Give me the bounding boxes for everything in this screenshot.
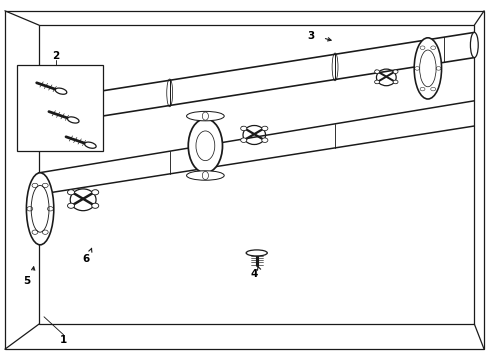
Ellipse shape [261, 126, 267, 131]
Ellipse shape [240, 126, 246, 131]
Ellipse shape [186, 111, 224, 121]
Ellipse shape [240, 138, 246, 143]
Ellipse shape [261, 138, 267, 143]
Ellipse shape [35, 101, 43, 126]
Text: 1: 1 [60, 335, 67, 345]
Ellipse shape [92, 190, 99, 195]
Ellipse shape [55, 88, 67, 94]
Ellipse shape [245, 250, 267, 256]
Ellipse shape [67, 203, 74, 208]
Ellipse shape [374, 80, 379, 84]
Text: 3: 3 [306, 31, 313, 41]
Ellipse shape [186, 171, 224, 180]
Polygon shape [39, 25, 473, 324]
Text: 4: 4 [250, 269, 258, 279]
Ellipse shape [392, 70, 397, 73]
Text: 5: 5 [23, 276, 30, 286]
Ellipse shape [84, 142, 96, 148]
Ellipse shape [469, 32, 477, 58]
Ellipse shape [392, 80, 397, 84]
Ellipse shape [36, 173, 42, 194]
Ellipse shape [67, 190, 74, 195]
Ellipse shape [413, 38, 441, 99]
Text: 2: 2 [53, 51, 60, 61]
Text: 6: 6 [82, 254, 89, 264]
Ellipse shape [26, 173, 54, 245]
Ellipse shape [374, 70, 379, 73]
Bar [17, 65, 102, 151]
Ellipse shape [67, 117, 79, 123]
Ellipse shape [92, 203, 99, 208]
Ellipse shape [188, 119, 222, 173]
